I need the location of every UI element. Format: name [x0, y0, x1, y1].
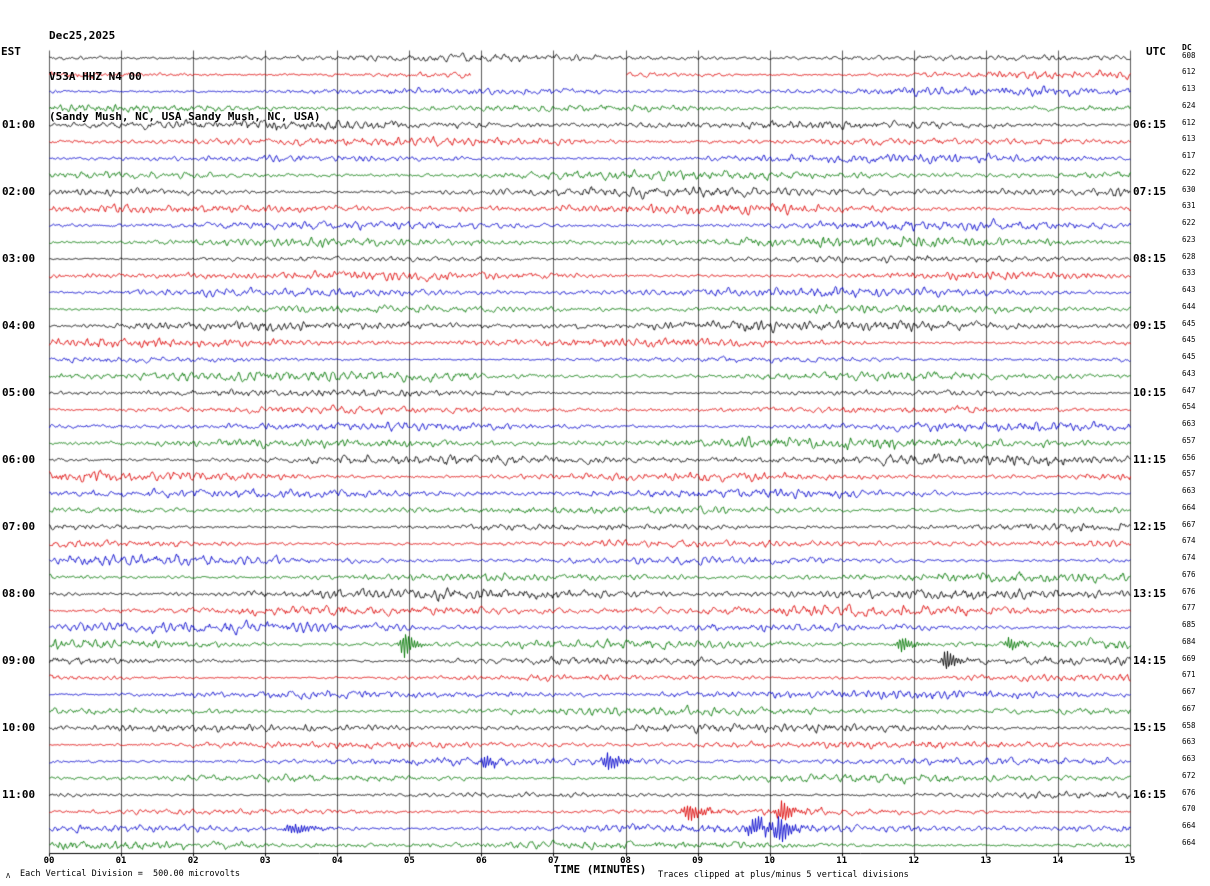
dc-value: 623 — [1182, 234, 1196, 244]
x-tick-label: 07 — [548, 856, 559, 866]
dc-value: 671 — [1182, 670, 1196, 680]
dc-value: 633 — [1182, 268, 1196, 278]
dc-value: 664 — [1182, 821, 1196, 830]
dc-value: 647 — [1182, 385, 1196, 395]
utc-time-label: 13:15 — [1133, 586, 1167, 600]
dc-value: 622 — [1182, 167, 1196, 177]
utc-time-label: 12:15 — [1133, 519, 1167, 533]
dc-value: 645 — [1182, 335, 1196, 345]
est-time-label: 01:00 — [2, 117, 36, 131]
dc-value: 663 — [1182, 754, 1196, 763]
dc-value: 667 — [1182, 703, 1196, 713]
dc-value: 664 — [1182, 502, 1196, 512]
utc-time-label: 06:15 — [1133, 117, 1167, 131]
est-time-label: 06:00 — [2, 452, 36, 466]
x-tick-label: 15 — [1124, 856, 1136, 866]
x-tick-label: 03 — [259, 856, 271, 866]
dc-value: 667 — [1182, 519, 1196, 529]
est-time-label: 10:00 — [2, 720, 36, 734]
dc-value: 608 — [1182, 50, 1196, 60]
est-time-label: 11:00 — [2, 787, 36, 801]
dc-value: 617 — [1182, 151, 1196, 160]
dc-value: 630 — [1182, 184, 1196, 194]
utc-time-label: 09:15 — [1133, 318, 1167, 332]
x-tick-label: 02 — [187, 856, 199, 866]
dc-value: 685 — [1182, 620, 1196, 629]
dc-value: 658 — [1182, 720, 1196, 730]
dc-value: 622 — [1182, 218, 1196, 227]
x-axis-title: TIME (MINUTES) — [553, 863, 647, 876]
scale-mark: Λ — [6, 872, 11, 880]
x-tick-label: 10 — [764, 856, 776, 866]
dc-value: 657 — [1182, 469, 1196, 479]
dc-value: 613 — [1182, 134, 1196, 144]
dc-value: 645 — [1182, 352, 1196, 361]
dc-value: 643 — [1182, 285, 1196, 294]
title-date: Dec25,2025 — [49, 29, 116, 42]
clip-note: Traces clipped at plus/minus 5 vertical … — [658, 870, 909, 880]
dc-value: 672 — [1182, 770, 1196, 780]
est-time-label: 09:00 — [2, 653, 36, 667]
dc-value: 612 — [1182, 67, 1196, 77]
x-tick-label: 12 — [908, 856, 920, 866]
title-station: V53A HHZ N4 00 — [49, 69, 142, 83]
dc-value: 670 — [1182, 804, 1196, 814]
scale-note: Each Vertical Division = 500.00 microvol… — [20, 869, 241, 879]
dc-value: 654 — [1182, 402, 1196, 412]
dc-value: 684 — [1182, 636, 1196, 646]
x-tick-label: 13 — [980, 856, 992, 866]
dc-value: 656 — [1182, 452, 1196, 462]
x-tick-label: 08 — [620, 856, 631, 866]
dc-value: 613 — [1182, 84, 1196, 93]
dc-value: 663 — [1182, 419, 1196, 428]
dc-value: 663 — [1182, 486, 1196, 495]
x-tick-label: 14 — [1052, 856, 1064, 866]
utc-time-label: 07:15 — [1133, 184, 1167, 198]
est-time-label: 08:00 — [2, 586, 36, 600]
x-tick-label: 06 — [475, 856, 487, 866]
utc-time-label: 10:15 — [1133, 385, 1167, 399]
dc-value: 677 — [1182, 603, 1196, 613]
utc-time-label: 16:15 — [1133, 787, 1167, 801]
dc-value: 645 — [1182, 318, 1196, 328]
dc-value: 676 — [1182, 787, 1196, 797]
utc-time-label: 14:15 — [1133, 653, 1167, 667]
dc-axis-label: DC — [1182, 43, 1192, 52]
dc-value: 643 — [1182, 368, 1196, 378]
utc-time-label: 15:15 — [1133, 720, 1167, 734]
dc-value: 667 — [1182, 687, 1196, 696]
dc-value: 631 — [1182, 201, 1196, 211]
dc-value: 676 — [1182, 569, 1196, 579]
est-time-label: 05:00 — [2, 385, 36, 399]
est-axis-label: EST — [1, 45, 21, 58]
dc-value: 644 — [1182, 301, 1196, 311]
est-time-label: 03:00 — [2, 251, 36, 265]
dc-value: 657 — [1182, 435, 1196, 445]
utc-time-label: 08:15 — [1133, 251, 1167, 265]
utc-axis-label: UTC — [1146, 45, 1166, 58]
x-tick-label: 05 — [403, 856, 415, 866]
dc-value: 628 — [1182, 251, 1196, 261]
dc-value: 674 — [1182, 536, 1196, 546]
title-block: Dec25,2025 V53A HHZ N4 00 (Sandy Mush, N… — [49, 2, 321, 137]
x-tick-label: 00 — [43, 856, 55, 866]
x-tick-label: 04 — [331, 856, 343, 866]
dc-value: 663 — [1182, 737, 1196, 747]
title-location: (Sandy Mush, NC, USA Sandy Mush, NC, USA… — [49, 110, 321, 123]
dc-value: 674 — [1182, 553, 1196, 562]
dc-value: 624 — [1182, 100, 1196, 110]
est-time-label: 07:00 — [2, 519, 36, 533]
est-time-label: 04:00 — [2, 318, 36, 332]
utc-time-label: 11:15 — [1133, 452, 1167, 466]
x-tick-label: 11 — [836, 856, 848, 866]
dc-value: 664 — [1182, 837, 1196, 847]
dc-value: 676 — [1182, 586, 1196, 596]
x-tick-label: 01 — [115, 856, 127, 866]
dc-value: 612 — [1182, 117, 1196, 127]
est-time-label: 02:00 — [2, 184, 36, 198]
x-tick-label: 09 — [692, 856, 704, 866]
dc-value: 669 — [1182, 653, 1196, 663]
